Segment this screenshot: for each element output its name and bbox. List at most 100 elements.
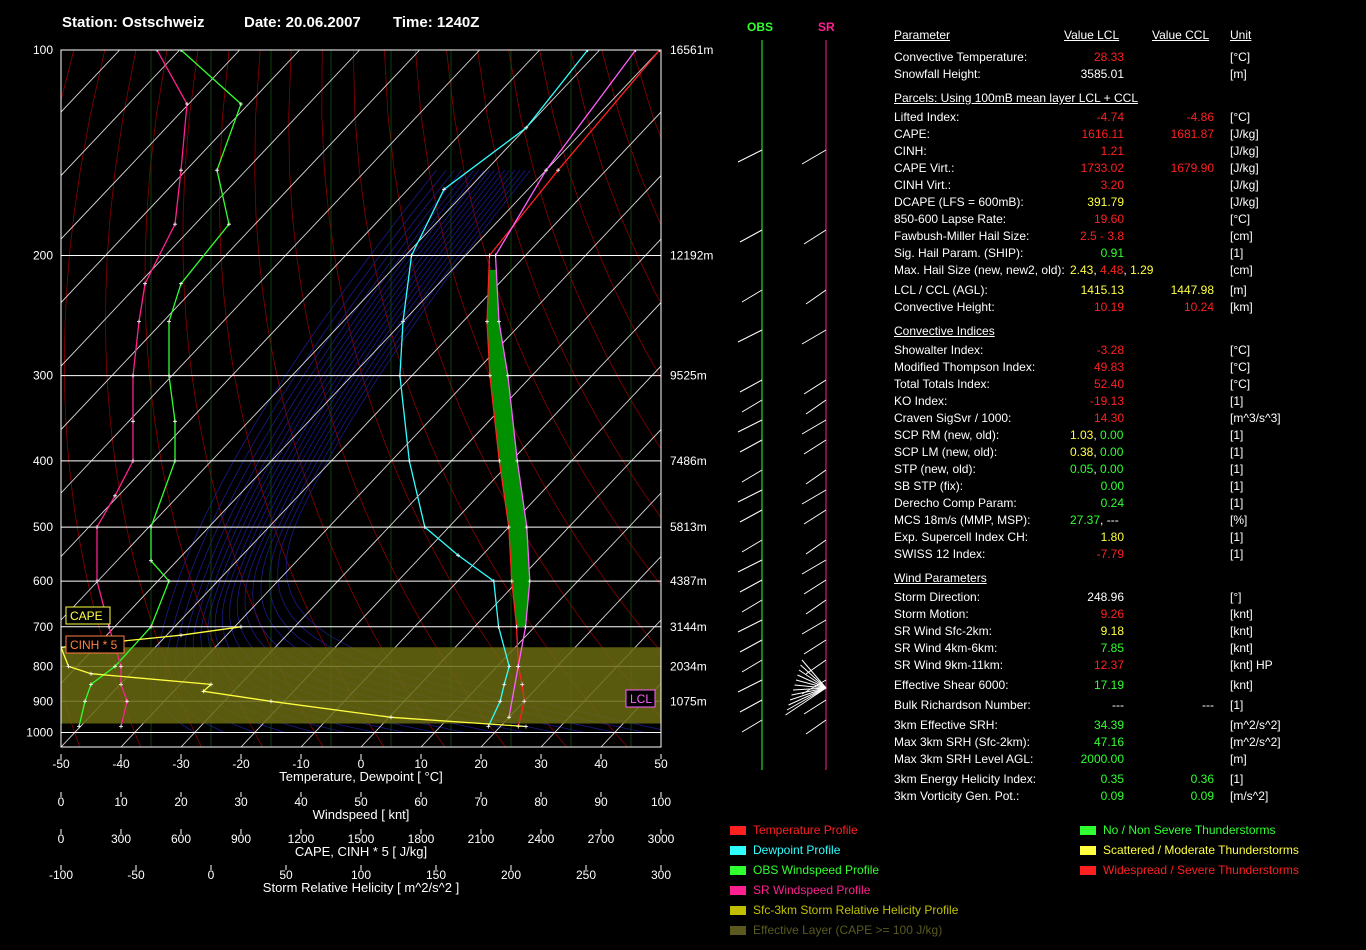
param-label: Modified Thompson Index: [894,360,1036,374]
value-part: 0.05 [1070,462,1094,476]
axis-title: CAPE, CINH * 5 [ J/kg] [295,844,427,859]
value-lcl: 3.20 [1100,178,1124,192]
param-label: 3km Energy Helicity Index: [894,772,1037,786]
param-label: SB STP (fix): [894,479,964,493]
param-label: 3km Vorticity Gen. Pot.: [894,789,1020,803]
sfc-3km-storm-relative-helicity-profile-point [239,624,243,629]
value-lcl: 0.35 [1100,772,1124,786]
value-lcl: 9.26 [1100,607,1124,621]
value-lcl: 0.91 [1100,246,1124,260]
value-lcl: 3585.01 [1080,67,1124,81]
param-label: Bulk Richardson Number: [894,698,1031,712]
value-part: , [1093,428,1101,442]
value-lcl: -3.28 [1096,343,1124,357]
temperature-profile-point [497,458,502,463]
param-label: MCS 18m/s (MMP, MSP): [894,513,1031,527]
value-ccl: 0.09 [1190,789,1214,803]
sr-wind-barb [785,687,827,716]
param-unit: [°C] [1230,110,1251,124]
sr-wind-barb [805,599,827,615]
axis-tick-label: -50 [127,868,145,882]
sr-wind-barb [795,679,827,689]
legend-label: Temperature Profile [753,823,858,837]
obs-wind-barb [739,229,763,243]
isotherm [61,50,300,304]
dewpoint-profile-point [422,525,427,530]
sr-wind-barb [794,684,827,689]
dewpoint-profile-point [585,50,590,52]
parameter-table: Parameter Value LCL Value CCL Unit Convectiv… [894,27,1364,817]
value-part: 1.29 [1130,263,1154,277]
param-label: SCP LM (new, old): [894,445,998,459]
sr-wind-barb [803,439,827,455]
axis-tick-label: 300 [651,868,671,882]
dry-adiabat [508,50,661,450]
parcel-point [497,319,501,324]
temperature-profile-point [520,682,525,687]
obs-wind-barb [741,659,763,673]
plot-frame [60,49,662,748]
param-unit: [knt] HP [1230,658,1273,672]
dewpoint-profile-point [486,724,491,729]
obs-wind-barb [737,619,763,633]
axis-tick-label: 10 [114,795,128,809]
obs-wind-barb [737,489,763,503]
axis-tick-label: -100 [49,868,73,882]
param-unit: [°] [1230,590,1242,604]
legend-swatch [730,826,746,835]
height-label: 4387m [670,574,707,588]
param-unit: [1] [1230,246,1244,260]
isotherm [540,619,661,747]
parcel-point [524,525,529,530]
cape-tag-text: CAPE [70,609,103,623]
param-unit: [knt] [1230,641,1253,655]
isotherm [660,746,661,747]
sfc-3km-storm-relative-helicity-profile-point [179,633,183,638]
obs-windspeed-profile-point [239,102,243,106]
axis-tick-label: 2700 [588,832,615,846]
sr-windspeed-profile-point [131,419,135,424]
param-label: Max 3km SRH (Sfc-2km): [894,735,1031,749]
obs-windspeed-profile-point [77,724,81,729]
value-lcl: 10.19 [1093,300,1124,314]
param-label: CAPE Virt.: [894,161,955,175]
dewpoint-profile-point [401,319,405,324]
value-lcl: 17.19 [1093,678,1124,692]
sr-wind-barb [805,719,827,735]
value-part: 2.43 [1070,263,1094,277]
axis-tick-label: 0 [208,868,215,882]
sr-windspeed-profile-point [131,458,135,463]
param-unit: [cm] [1230,229,1253,243]
axis-tick-label: 150 [426,868,446,882]
sr-windspeed-profile-point [185,102,189,106]
axis-tick-label: 2400 [528,832,555,846]
obs-wind-barb [739,579,763,593]
param-unit: [°C] [1230,360,1251,374]
param-unit: [J/kg] [1230,127,1259,141]
pressure-tick-label: 300 [33,369,53,383]
param-unit: [1] [1230,394,1244,408]
dry-adiabat [695,50,720,747]
value-lcl: 52.40 [1093,377,1124,391]
axis-title: Windspeed [ knt] [313,807,410,822]
section-title: Wind Parameters [894,571,987,585]
obs-wind-barb [739,639,763,653]
sr-wind-barb [803,509,827,525]
value-part: , [1093,445,1101,459]
date-label: Date: 20.06.2007 [244,14,361,31]
header-lcl: Value LCL [1064,28,1120,42]
param-label: 3km Effective SRH: [894,718,998,732]
height-label: 5813m [670,520,707,534]
param-label: Craven SigSvr / 1000: [894,411,1012,425]
param-unit: [J/kg] [1230,195,1259,209]
sr-wind-barb [803,699,827,715]
isotherm [0,50,60,747]
axis-tick-label: 0 [58,795,65,809]
axis-tick-label: -20 [232,757,250,771]
legend-label: No / Non Severe Thunderstorms [1103,823,1276,837]
axis-tick-label: 20 [474,757,488,771]
axis-tick-label: 60 [414,795,428,809]
param-unit: [1] [1230,479,1244,493]
param-label: KO Index: [894,394,948,408]
sr-windspeed-profile-point [125,699,129,704]
